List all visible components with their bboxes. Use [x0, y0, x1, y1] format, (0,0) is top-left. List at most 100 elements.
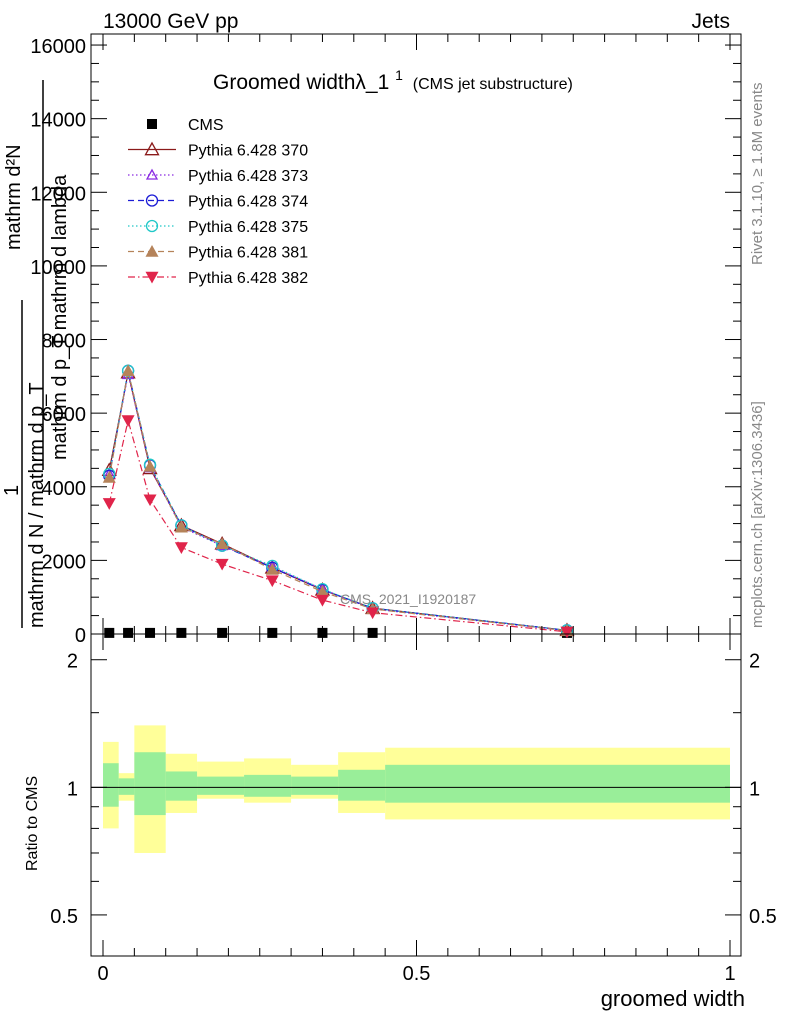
legend-marker [145, 219, 159, 233]
ratio-tick-label: 2 [67, 651, 78, 673]
plot-title-sub: (CMS jet substructure) [413, 76, 573, 93]
plot-title-sup: 1 [395, 67, 403, 83]
series-line [108, 372, 568, 631]
legend-entry: Pythia 6.428 370 [128, 141, 308, 160]
legend-label: Pythia 6.428 375 [188, 219, 308, 236]
main-axis-ticks: 0 2000 4000 6000 8000 10000 12000 14000 16000 [30, 36, 741, 647]
y-tick-label: 12000 [30, 183, 86, 205]
series-6 [102, 415, 574, 639]
plot-title: Groomed widthλ_1 1 (CMS jet substructure… [213, 62, 573, 94]
data-point [102, 471, 116, 483]
main-ylabel: mathrm d²N mathrm d p_T mathrm d lambda … [1, 80, 71, 628]
data-point [215, 558, 229, 571]
data-point [367, 627, 378, 638]
legend-marker [145, 194, 159, 207]
ylabel-top-denominator: mathrm d p_T mathrm d lambda [49, 174, 71, 460]
y-tick-label: 4000 [42, 478, 87, 500]
ratio-stat-band [197, 776, 245, 795]
ratio-tick-label-right: 1 [749, 778, 760, 800]
energy-label: 13000 GeV pp [103, 10, 238, 33]
data-point [315, 594, 329, 607]
data-point [174, 542, 188, 554]
data-point [143, 460, 157, 472]
series-line [108, 374, 568, 632]
x-axis-ticks: 0 0.5 1 [97, 34, 736, 985]
y-tick-label: 14000 [30, 110, 86, 132]
series-4 [103, 364, 574, 637]
data-point [143, 494, 157, 507]
main-series [101, 364, 575, 639]
data-point [217, 627, 228, 638]
ratio-stat-band [291, 776, 339, 795]
y-tick-label: 10000 [30, 257, 86, 279]
y-tick-label: 8000 [42, 331, 87, 353]
legend-label: Pythia 6.428 374 [188, 194, 308, 211]
data-point [265, 575, 279, 588]
legend-entry: Pythia 6.428 375 [128, 219, 308, 236]
y-tick-label: 0 [75, 625, 86, 647]
x-axis-label: groomed width [601, 986, 745, 1011]
legend-marker [145, 168, 159, 180]
legend-marker [145, 271, 159, 284]
data-point [123, 627, 134, 638]
data-point [176, 627, 187, 638]
x-tick-label: 1 [724, 963, 735, 985]
series-line [108, 370, 568, 631]
ratio-axis-ticks: 0.5 0.5 1 1 2 2 [50, 651, 777, 928]
data-point [104, 627, 115, 638]
mcplots-label: mcplots.cern.ch [arXiv:1306.3436] [749, 401, 766, 628]
legend-entry: CMS [147, 117, 224, 134]
legend-marker [147, 119, 157, 129]
series-line [108, 420, 568, 633]
ratio-stat-band [244, 774, 292, 797]
ratio-tick-label-right: 2 [749, 651, 760, 673]
data-point [315, 585, 329, 597]
data-point [145, 627, 156, 638]
ratio-tick-label-right: 0.5 [749, 906, 777, 928]
ratio-stat-band [165, 771, 198, 801]
series-line [108, 370, 568, 632]
legend-entry: Pythia 6.428 381 [128, 245, 308, 262]
ratio-stat-band [338, 769, 386, 801]
ratio-stat-band [385, 764, 730, 803]
legend-marker [145, 245, 159, 257]
y-tick-label: 6000 [42, 404, 87, 426]
ratio-bands [103, 725, 730, 853]
data-point [366, 607, 380, 620]
plot-title-main: Groomed widthλ_1 [213, 71, 389, 94]
legend-entry: Pythia 6.428 382 [128, 270, 308, 287]
y-tick-label: 2000 [42, 551, 87, 573]
data-point [215, 537, 229, 550]
legend-entry: Pythia 6.428 374 [128, 194, 308, 211]
x-tick-label: 0 [97, 963, 108, 985]
ratio-ylabel: Ratio to CMS [24, 776, 41, 871]
legend-label: Pythia 6.428 381 [188, 245, 308, 262]
process-label: Jets [691, 10, 730, 33]
ylabel-outer-denominator: mathrm d N / mathrm d p_T [26, 382, 48, 628]
ratio-stat-band [118, 778, 135, 795]
data-point [267, 627, 278, 638]
ratio-tick-label: 0.5 [50, 906, 78, 928]
y-tick-label: 16000 [30, 36, 86, 58]
data-point [265, 563, 279, 575]
legend-label: Pythia 6.428 382 [188, 270, 308, 287]
ratio-stat-band [103, 763, 119, 807]
legend-entry: Pythia 6.428 373 [128, 168, 308, 185]
ratio-tick-label: 1 [67, 778, 78, 800]
ratio-plot: 0.5 0.5 1 1 2 2 [50, 633, 777, 957]
data-point [121, 364, 135, 377]
rivet-label: Rivet 3.1.10, ≥ 1.8M events [749, 83, 766, 266]
x-tick-label: 0.5 [403, 963, 431, 985]
ratio-stat-band [134, 752, 166, 816]
legend-marker [144, 141, 160, 156]
data-point [174, 520, 188, 533]
analysis-watermark: CMS_2021_I1920187 [340, 591, 476, 607]
legend: CMS Pythia 6.428 370 Pythia 6.428 373 Pythi… [128, 117, 308, 287]
data-point [560, 626, 574, 639]
data-point [121, 415, 135, 428]
data-point [102, 498, 116, 510]
series-0 [104, 627, 572, 638]
legend-label: Pythia 6.428 370 [188, 143, 308, 160]
ylabel-top-numerator: mathrm d²N [3, 144, 25, 250]
